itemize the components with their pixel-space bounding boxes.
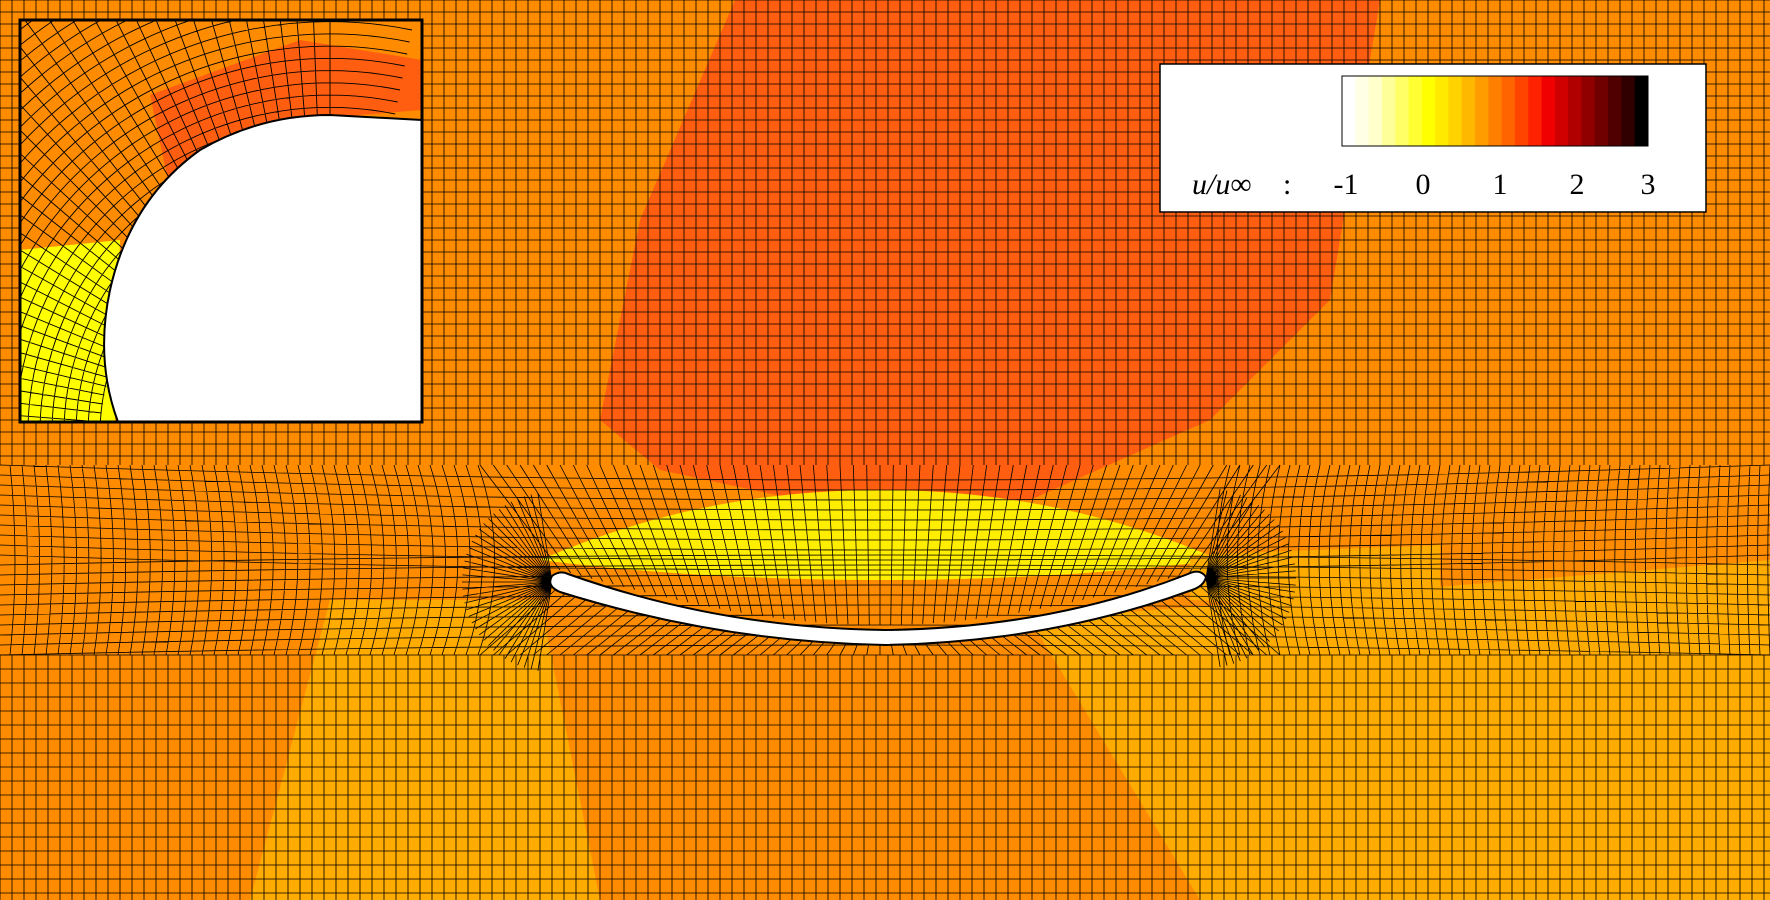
colorbar-swatch: [1488, 76, 1503, 146]
leading-edge-body: [103, 113, 422, 422]
colorbar-tick-label: 1: [1493, 168, 1508, 201]
inset-high-velocity-region: [150, 40, 422, 190]
colorbar-tick-labels: -1 0 1 2 3: [1334, 168, 1656, 201]
colorbar-swatch: [1528, 76, 1543, 146]
colorbar-tick-label: 2: [1570, 168, 1585, 201]
colorbar-swatch: [1448, 76, 1463, 146]
legend-separator: :: [1283, 168, 1291, 201]
colorbar-swatch: [1541, 76, 1556, 146]
colorbar-swatch: [1501, 76, 1516, 146]
colorbar-swatch: [1381, 76, 1396, 146]
colorbar-swatch: [1421, 76, 1436, 146]
curved-plate-body: [549, 570, 1208, 647]
colorbar-swatch: [1435, 76, 1449, 146]
colorbar-swatch: [1461, 76, 1476, 146]
low-velocity-region-left: [250, 600, 600, 900]
colorbar-tick-label: 3: [1641, 168, 1656, 201]
colorbar-swatch: [1408, 76, 1423, 146]
colorbar-tick-label: -1: [1334, 168, 1359, 201]
colorbar-swatch: [1355, 76, 1370, 146]
colorbar-swatch: [1342, 76, 1356, 146]
legend-variable-label: u/u∞: [1192, 168, 1252, 201]
colorbar-swatch: [1634, 76, 1649, 146]
colorbar-swatch: [1554, 76, 1569, 146]
colorbar-swatch: [1594, 76, 1609, 146]
colorbar: [1341, 75, 1649, 147]
colorbar-swatch: [1368, 76, 1383, 146]
colorbar-swatch: [1568, 76, 1582, 146]
color-legend: u/u∞ : -1 0 1 2 3: [1159, 63, 1707, 213]
colorbar-swatch: [1608, 76, 1622, 146]
colorbar-swatch: [1395, 76, 1410, 146]
zoom-inset-panel: [18, 18, 424, 424]
colorbar-swatch: [1621, 76, 1636, 146]
colorbar-swatch: [1514, 76, 1529, 146]
colorbar-swatch: [1581, 76, 1596, 146]
colorbar-swatch: [1475, 76, 1489, 146]
colorbar-tick-label: 0: [1416, 168, 1431, 201]
